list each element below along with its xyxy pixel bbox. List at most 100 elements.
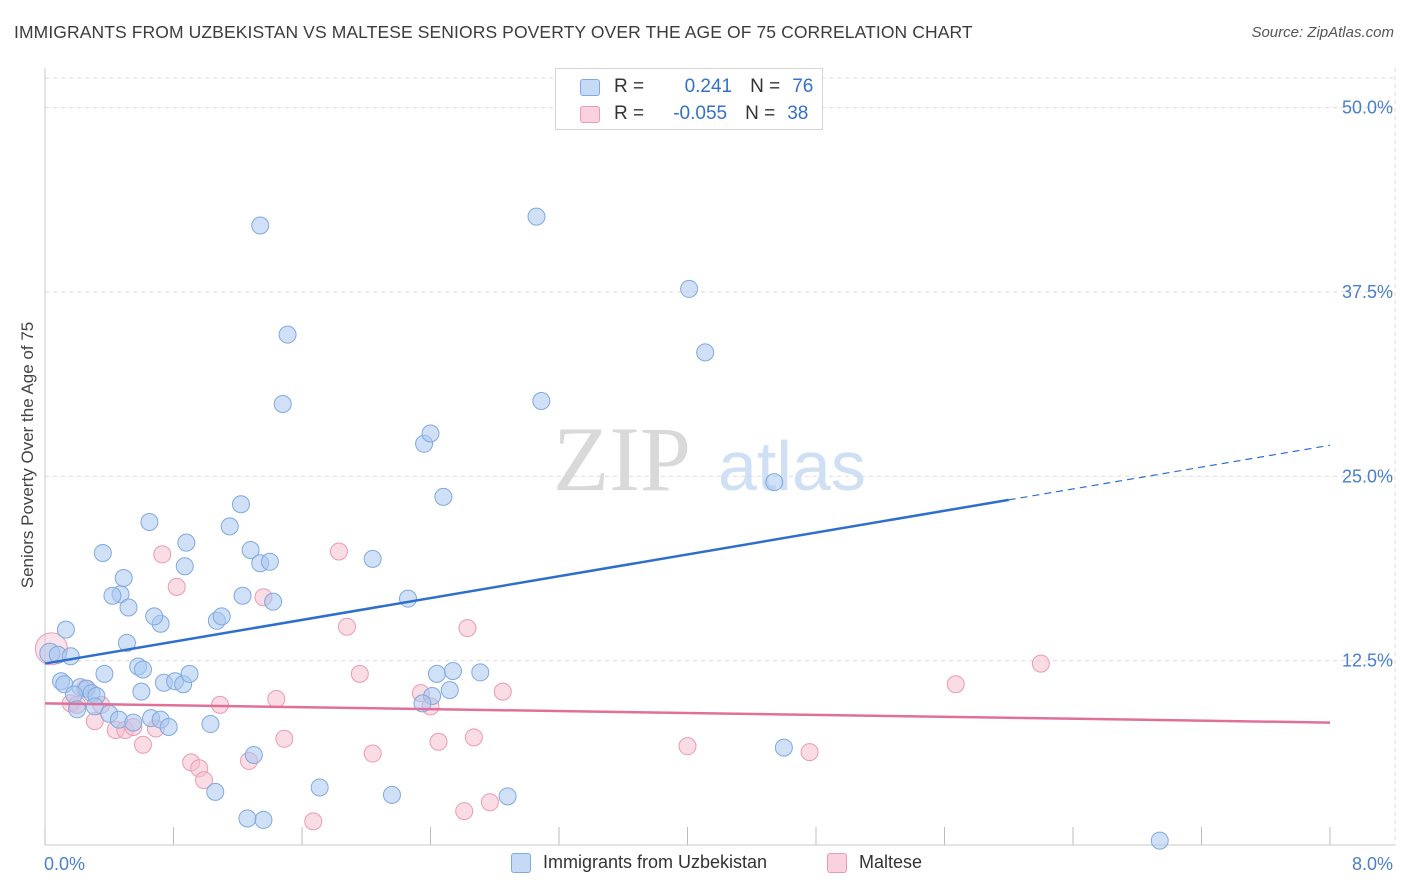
legend-n-label: N = [750, 76, 781, 97]
tick-labels: 12.5% 25.0% 37.5% 50.0% 0.0% 8.0% [44, 98, 1393, 875]
uzbekistan-point [680, 279, 699, 298]
x-tick-label-max: 8.0% [1352, 854, 1393, 874]
trend-lines [44, 444, 1331, 724]
bottom-swatch-pink [827, 852, 847, 873]
uzbekistan-point [254, 810, 273, 829]
bottom-legend-label: Maltese [859, 852, 923, 872]
uzbekistan-point [64, 685, 83, 704]
bottom-swatch-blue [511, 852, 531, 873]
maltese-point [1031, 654, 1050, 673]
watermark-atlas: atlas [718, 427, 866, 505]
watermark: ZIP atlas [553, 408, 866, 510]
uzbekistan-point [1150, 831, 1169, 850]
legend-row-maltese: R = -0.055 N = 38 [580, 103, 808, 125]
uzbekistan-point [427, 664, 446, 683]
uzbekistan-point [241, 541, 260, 559]
maltese-point [800, 743, 819, 762]
legend-n-value: 38 [787, 103, 809, 124]
y-tick-label: 25.0% [1342, 466, 1393, 486]
uzbekistan-point [201, 715, 220, 734]
uzbekistan-point [765, 473, 784, 492]
maltese-point [195, 771, 214, 790]
uzbekistan-point [696, 343, 715, 362]
uzbekistan-point [471, 663, 490, 682]
uzbekistan-point [532, 392, 551, 411]
uzbekistan-point [264, 592, 283, 611]
uzbekistan-point [251, 216, 270, 235]
maltese-point [275, 729, 294, 748]
maltese-point [167, 577, 186, 596]
uzbekistan-point [61, 647, 80, 666]
maltese-point [350, 664, 369, 683]
maltese-point [429, 732, 448, 751]
uzbekistan-point [231, 495, 250, 514]
maltese-point [337, 617, 356, 636]
uzbekistan-points [39, 207, 1169, 850]
uzbekistan-point [260, 552, 279, 571]
uzbekistan-point [85, 697, 104, 716]
maltese-point [464, 728, 483, 747]
maltese-point [678, 737, 697, 756]
uzbekistan-point [140, 512, 159, 531]
uzbekistan-point [124, 713, 143, 732]
maltese-point [363, 744, 382, 763]
uzbekistan-point [443, 661, 462, 680]
uzbekistan-point [399, 589, 418, 608]
uzbekistan-point [132, 682, 151, 701]
bottom-legend-uzbekistan: Immigrants from Uzbekistan [511, 852, 767, 873]
maltese-point [304, 812, 323, 831]
uzbekistan-point [238, 809, 257, 828]
bottom-legend-label: Immigrants from Uzbekistan [543, 852, 768, 872]
legend-n-value: 76 [792, 76, 814, 97]
uzbekistan-point [119, 598, 138, 617]
uzbekistan-point [117, 633, 136, 652]
legend-r-value: 0.241 [684, 76, 733, 97]
source-credit: Source: ZipAtlas.com [1251, 24, 1394, 41]
uzbekistan-point [56, 620, 75, 639]
y-axis-label: Seniors Poverty Over the Age of 75 [18, 321, 37, 589]
bottom-legend-maltese: Maltese [827, 852, 922, 873]
uzbekistan-point [421, 424, 440, 443]
maltese-point [455, 802, 474, 821]
uzbekistan-point [180, 664, 199, 683]
chart-title: IMMIGRANTS FROM UZBEKISTAN VS MALTESE SE… [14, 22, 973, 42]
uzbekistan-point [114, 569, 133, 588]
uzbekistan-point [527, 207, 546, 226]
uzbekistan-point [93, 543, 112, 562]
uzbekistan-trend-line [44, 498, 1009, 665]
uzbekistan-point [145, 607, 164, 626]
maltese-point [458, 619, 477, 638]
uzbekistan-point [273, 394, 292, 413]
uzbekistan-point [310, 778, 329, 797]
uzbekistan-point [95, 664, 114, 683]
x-tick-label-min: 0.0% [44, 854, 85, 874]
correlation-legend: R = 0.241 N = 76 R = -0.055 N = 38 [555, 68, 823, 130]
uzbekistan-point [175, 557, 194, 576]
uzbekistan-point [177, 533, 196, 552]
uzbekistan-point [212, 607, 231, 626]
maltese-point [153, 545, 172, 564]
legend-r-label: R = [614, 76, 645, 97]
legend-row-uzbekistan: R = 0.241 N = 76 [580, 76, 813, 98]
uzbekistan-point [413, 694, 432, 713]
uzbekistan-point [206, 782, 225, 801]
legend-swatch-pink [580, 105, 600, 123]
legend-r-value: -0.055 [673, 103, 728, 124]
maltese-point [480, 793, 499, 812]
maltese-point [493, 682, 512, 701]
uzbekistan-point [220, 517, 239, 536]
uzbekistan-point [244, 746, 263, 765]
y-tick-label: 37.5% [1342, 282, 1393, 302]
maltese-trend-line [44, 702, 1331, 724]
uzbekistan-point [382, 785, 401, 804]
legend-n-label: N = [745, 103, 776, 124]
uzbekistan-point [278, 325, 297, 344]
uzbekistan-trend-extension [1008, 444, 1331, 501]
uzbekistan-point [109, 710, 128, 729]
maltese-point [267, 689, 286, 708]
y-tick-label: 12.5% [1342, 651, 1393, 671]
uzbekistan-point [363, 549, 382, 568]
uzbekistan-point [159, 718, 178, 736]
uzbekistan-point [774, 738, 793, 757]
